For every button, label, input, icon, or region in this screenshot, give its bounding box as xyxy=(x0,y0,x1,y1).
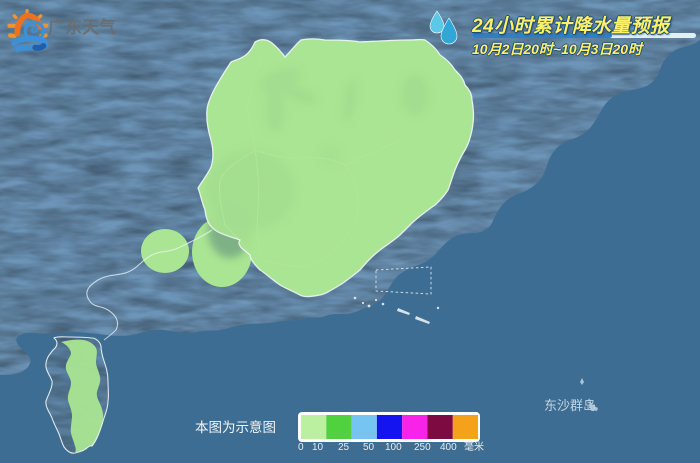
svg-text:毫米: 毫米 xyxy=(464,440,484,453)
svg-text:250: 250 xyxy=(414,442,431,453)
svg-text:10: 10 xyxy=(312,442,324,453)
svg-text:400: 400 xyxy=(440,442,457,453)
svg-text:0: 0 xyxy=(298,442,304,453)
svg-text:东沙群岛: 东沙群岛 xyxy=(544,398,596,413)
svg-text:25: 25 xyxy=(338,442,350,453)
svg-text:广东天气: 广东天气 xyxy=(48,17,116,37)
svg-text:100: 100 xyxy=(385,442,402,453)
svg-text:本图为示意图: 本图为示意图 xyxy=(195,419,276,435)
svg-text:50: 50 xyxy=(363,442,375,453)
